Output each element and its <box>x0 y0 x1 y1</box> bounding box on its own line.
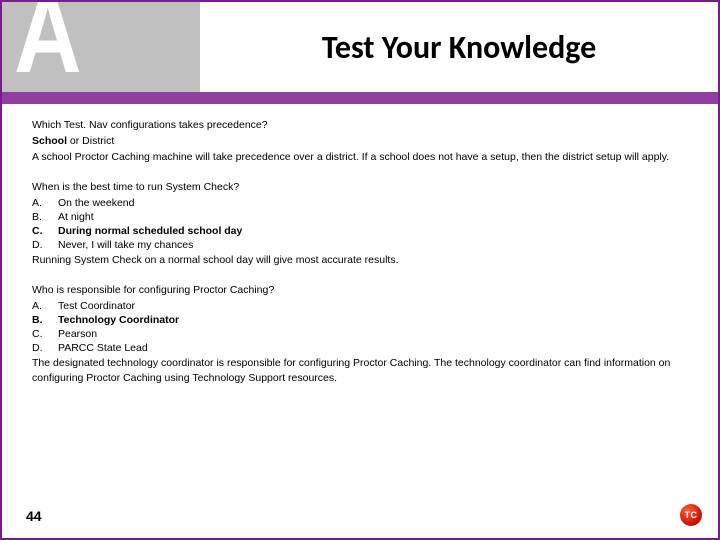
question-2: When is the best time to run System Chec… <box>32 180 688 268</box>
q3-option-text: Technology Coordinator <box>58 313 688 327</box>
q2-option-text: During normal scheduled school day <box>58 224 688 238</box>
q3-question: Who is responsible for configuring Proct… <box>32 283 688 297</box>
logo-letter: A <box>14 0 82 90</box>
q2-option: A.On the weekend <box>32 196 688 210</box>
question-3: Who is responsible for configuring Proct… <box>32 283 688 385</box>
q2-options: A.On the weekendB.At nightC.During norma… <box>32 196 688 253</box>
q2-option-letter: D. <box>32 238 58 252</box>
q1-answer-line: School or District <box>32 134 688 148</box>
slide-title: Test Your Knowledge <box>322 28 596 67</box>
q3-option-text: PARCC State Lead <box>58 341 688 355</box>
logo-block: A <box>0 0 200 92</box>
q2-option: D.Never, I will take my chances <box>32 238 688 252</box>
q3-option-letter: A. <box>32 299 58 313</box>
q2-question: When is the best time to run System Chec… <box>32 180 688 194</box>
page-number: 44 <box>26 508 42 524</box>
q3-option: A.Test Coordinator <box>32 299 688 313</box>
q2-option-text: On the weekend <box>58 196 688 210</box>
question-1: Which Test. Nav configurations takes pre… <box>32 118 688 165</box>
q2-option-text: At night <box>58 210 688 224</box>
q1-question: Which Test. Nav configurations takes pre… <box>32 118 688 132</box>
q3-option-text: Pearson <box>58 327 688 341</box>
slide-header: A Test Your Knowledge <box>0 0 720 98</box>
q3-options: A.Test CoordinatorB.Technology Coordinat… <box>32 299 688 356</box>
q2-explanation: Running System Check on a normal school … <box>32 253 688 267</box>
q3-option-letter: B. <box>32 313 58 327</box>
q2-option: C.During normal scheduled school day <box>32 224 688 238</box>
q3-option: B.Technology Coordinator <box>32 313 688 327</box>
q3-option-text: Test Coordinator <box>58 299 688 313</box>
q1-answer-rest: or District <box>67 135 114 147</box>
slide-content: Which Test. Nav configurations takes pre… <box>32 118 688 400</box>
q2-option-text: Never, I will take my chances <box>58 238 688 252</box>
title-bar: Test Your Knowledge <box>200 2 718 92</box>
q2-option-letter: B. <box>32 210 58 224</box>
tc-badge-icon: TC <box>680 504 702 526</box>
q2-option: B.At night <box>32 210 688 224</box>
q3-option: D.PARCC State Lead <box>32 341 688 355</box>
q3-option: C.Pearson <box>32 327 688 341</box>
q2-option-letter: C. <box>32 224 58 238</box>
q2-option-letter: A. <box>32 196 58 210</box>
purple-divider-bar <box>2 92 718 104</box>
q3-explanation: The designated technology coordinator is… <box>32 356 688 384</box>
q3-option-letter: D. <box>32 341 58 355</box>
q1-explanation: A school Proctor Caching machine will ta… <box>32 150 688 164</box>
q1-answer-bold: School <box>32 135 67 147</box>
q3-option-letter: C. <box>32 327 58 341</box>
